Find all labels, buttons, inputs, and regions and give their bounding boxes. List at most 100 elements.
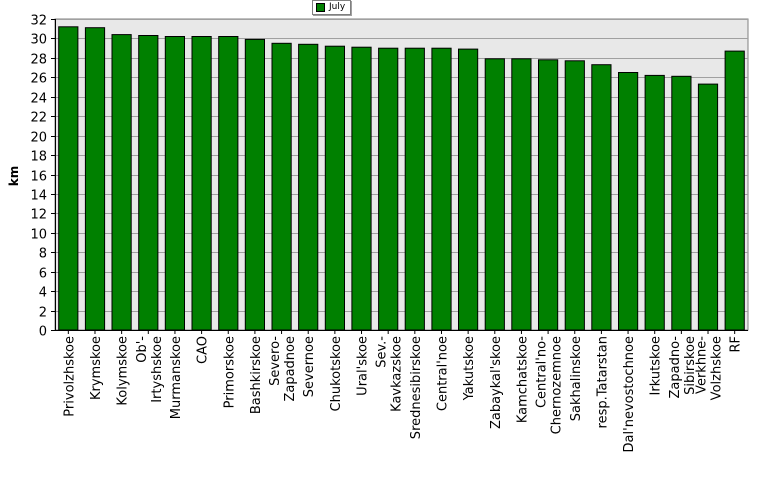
bar <box>298 43 319 331</box>
x-tick-label-line: Sev.- <box>375 336 390 368</box>
chart-legend: July <box>312 0 352 15</box>
x-tick-label-line: Ural'skoe <box>356 336 371 396</box>
x-tick-label: Severnoe <box>302 336 317 397</box>
x-tick-label-line: Primorskoe <box>222 336 237 408</box>
x-tick-label: Kolymskoe <box>116 336 131 406</box>
x-tick-label-line: Irtyshskoe <box>150 336 165 403</box>
x-tick-label-line: RF <box>729 336 744 353</box>
x-tick-label-line: Kamchatskoe <box>515 336 530 423</box>
x-tick-label-line: Privolzhskoe <box>62 336 77 417</box>
x-tick-label: Srednesibirskoe <box>409 336 424 439</box>
bar <box>164 36 186 331</box>
x-tick-label-line: Volzhskoe <box>710 336 725 400</box>
x-tick-label-line: Chernozemnoe <box>550 336 565 434</box>
x-tick-label-line: Murmanskoe <box>169 336 184 419</box>
bar <box>218 36 239 331</box>
bar <box>618 72 639 331</box>
x-tick-label: Verkhne- Volzhskoe <box>695 336 725 401</box>
x-tick-label-line: Srednesibirskoe <box>409 336 424 439</box>
x-tick-label: Sev.- Kavkazskoe <box>375 336 405 412</box>
x-tick-label-line: Central'no- <box>535 336 550 408</box>
bar <box>724 50 745 331</box>
x-tick-label: Bashkirskoe <box>249 336 264 414</box>
x-tick-label-line: Severo- <box>268 336 283 386</box>
bar <box>111 34 132 331</box>
x-tick-label: Central'noe <box>436 336 451 411</box>
bar <box>138 35 159 331</box>
x-tick-label: Irkutskoe <box>649 336 664 395</box>
y-tick-label: 14 <box>30 189 47 204</box>
x-tick-label-line: Zabaykal'skoe <box>489 336 504 429</box>
y-tick-label: 8 <box>39 247 47 262</box>
bar <box>671 75 692 331</box>
y-tick-label: 0 <box>39 325 47 340</box>
x-tick-label: Dal'nevostochnoe <box>622 336 637 452</box>
x-tick-label: Murmanskoe <box>169 336 184 419</box>
x-tick-label: Ural'skoe <box>356 336 371 396</box>
y-tick-label: 30 <box>30 33 47 48</box>
x-tick-label-line: Sakhalinskoe <box>569 336 584 421</box>
x-tick-label-line: CAO <box>196 336 211 364</box>
x-tick-label: Krymskoe <box>89 336 104 400</box>
x-tick-label: Severo- Zapadnoe <box>268 336 298 402</box>
x-tick-label: resp.Tatarstan <box>595 336 610 428</box>
x-tick-label: Ob'- Irtyshskoe <box>135 336 165 403</box>
x-tick-label-line: Bashkirskoe <box>249 336 264 414</box>
y-tick-label: 16 <box>30 170 47 185</box>
y-tick-label: 24 <box>30 92 47 107</box>
x-tick-label-line: Severnoe <box>302 336 317 397</box>
bar <box>191 36 212 331</box>
bar <box>244 38 266 331</box>
bar <box>458 48 479 331</box>
bar <box>324 45 345 331</box>
x-tick-label: Kamchatskoe <box>515 336 530 423</box>
y-axis-label: km <box>7 166 21 186</box>
bar <box>644 74 665 331</box>
x-tick-label-line: Ob'- <box>135 336 150 363</box>
y-tick-label: 6 <box>39 267 47 282</box>
x-tick-label-line: Central'noe <box>436 336 451 411</box>
x-tick-label: Sakhalinskoe <box>569 336 584 421</box>
x-tick-label-line: Krymskoe <box>89 336 104 400</box>
x-tick-label-line: resp.Tatarstan <box>595 336 610 428</box>
x-tick-label-line: Yakutskoe <box>462 336 477 401</box>
x-tick-label: Chukotskoe <box>329 336 344 411</box>
y-tick-label: 28 <box>30 53 47 68</box>
x-tick-label: RF <box>729 336 744 353</box>
y-tick-label: 20 <box>30 131 47 146</box>
plot-area <box>54 18 749 331</box>
x-tick-label-line: Kavkazskoe <box>390 336 405 412</box>
bar <box>697 83 719 331</box>
x-tick-label: Zabaykal'skoe <box>489 336 504 429</box>
bar <box>431 47 452 331</box>
x-tick-label-line: Irkutskoe <box>649 336 664 395</box>
x-tick-label: Zapadno- Sibirskoe <box>668 336 698 399</box>
x-tick-label-line: Chukotskoe <box>329 336 344 411</box>
bar <box>404 47 425 331</box>
y-tick-label: 18 <box>30 150 47 165</box>
y-tick-label: 10 <box>30 228 47 243</box>
x-tick-label-line: Dal'nevostochnoe <box>622 336 637 452</box>
y-tick-label: 4 <box>39 286 47 301</box>
bar <box>84 27 106 331</box>
x-tick-label-line: Kolymskoe <box>116 336 131 406</box>
y-tick-label: 2 <box>39 306 47 321</box>
bar <box>538 59 559 331</box>
x-tick-label: CAO <box>196 336 211 364</box>
x-tick-label: Primorskoe <box>222 336 237 408</box>
x-tick-label-line: Verkhne- <box>695 336 710 394</box>
bar <box>271 42 292 331</box>
x-tick-label: Central'no- Chernozemnoe <box>535 336 565 435</box>
bar <box>378 47 399 331</box>
y-tick-label: 22 <box>30 111 47 126</box>
x-tick-label: Privolzhskoe <box>62 336 77 417</box>
x-tick-label-line: Sibirskoe <box>683 336 698 395</box>
x-tick-label: Yakutskoe <box>462 336 477 401</box>
bar <box>58 26 79 331</box>
bar <box>564 60 585 331</box>
y-tick-label: 32 <box>30 14 47 29</box>
bar <box>351 46 372 331</box>
x-tick-label-line: Zapadno- <box>668 336 683 399</box>
legend-swatch-july <box>316 3 325 12</box>
